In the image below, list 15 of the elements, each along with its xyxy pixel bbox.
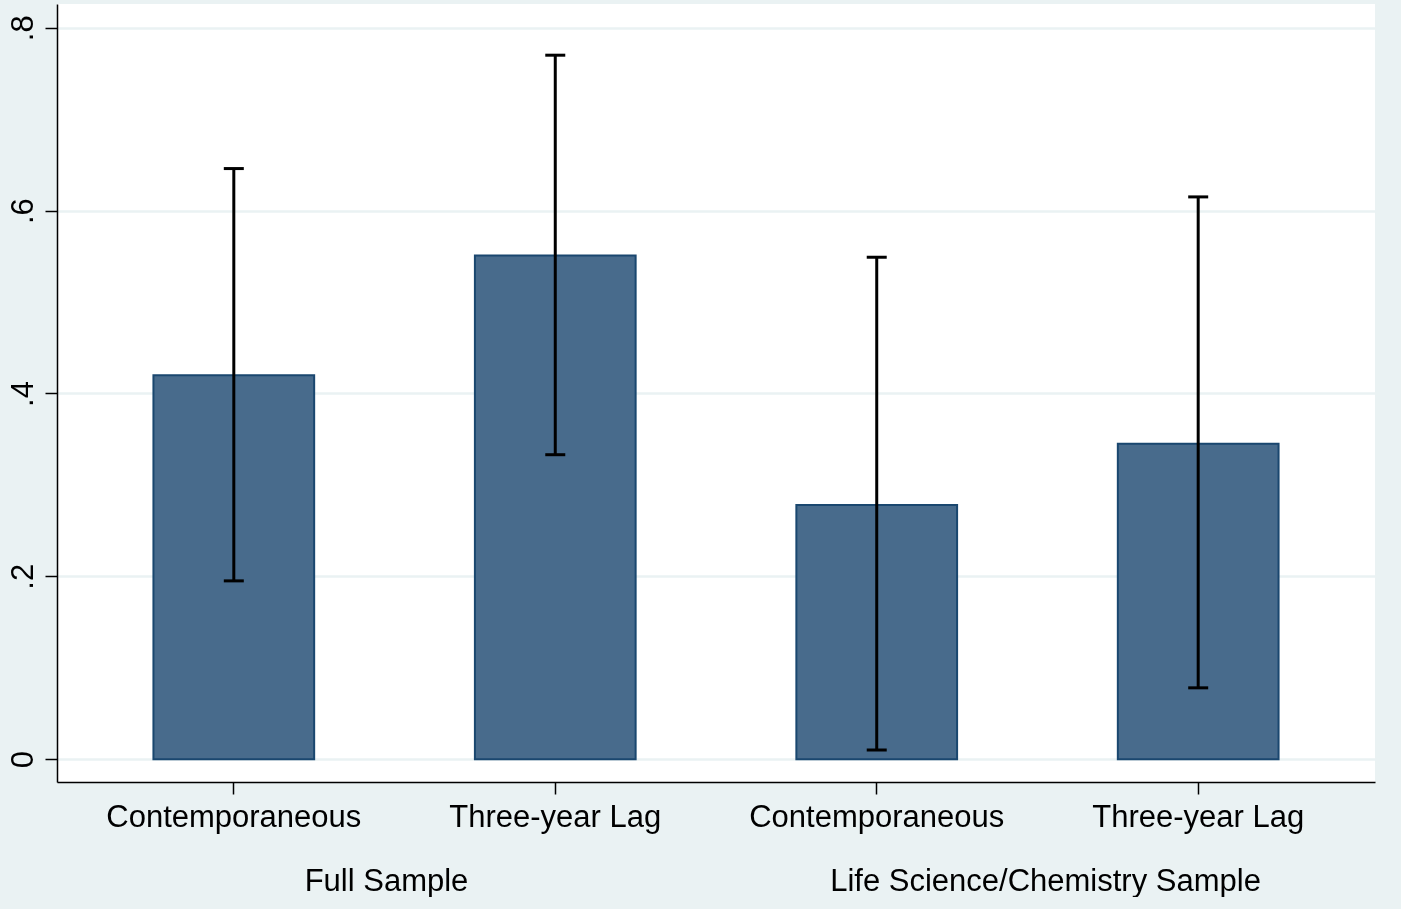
bar	[795, 503, 959, 761]
bar	[1116, 442, 1280, 761]
bar	[152, 374, 316, 761]
y-tick-label: .6	[4, 198, 40, 225]
y-tick-label: 0	[4, 751, 40, 769]
text: Life Science/Chemistry Sample	[830, 863, 1261, 898]
text: Full Sample	[304, 863, 469, 898]
bar	[473, 254, 637, 761]
y-tick-label: .8	[4, 15, 40, 42]
x-tick-label: Three-year Lag	[1092, 798, 1305, 834]
x-tick-label: Three-year Lag	[449, 798, 662, 834]
y-tick-label: .4	[4, 381, 40, 407]
y-tick-label: .2	[4, 563, 40, 590]
x-tick-label: Contemporaneous	[749, 798, 1005, 834]
x-tick-label: Contemporaneous	[106, 798, 362, 834]
